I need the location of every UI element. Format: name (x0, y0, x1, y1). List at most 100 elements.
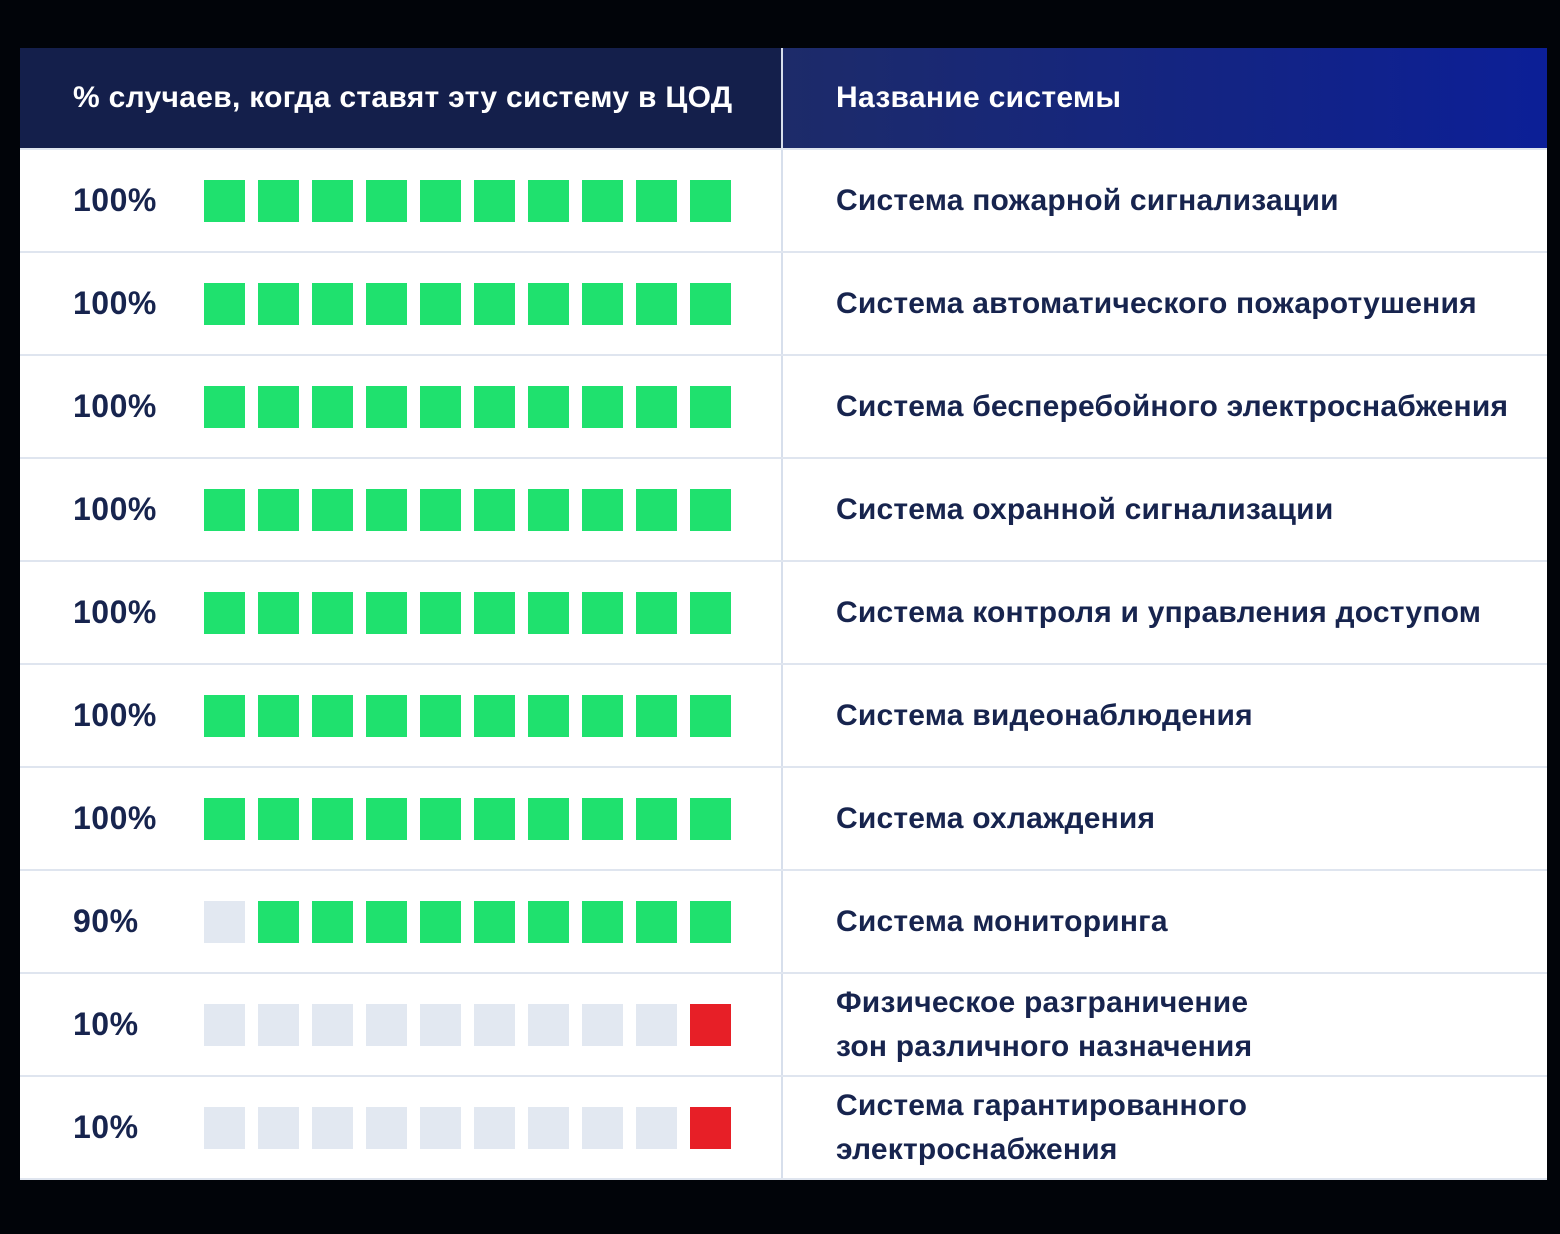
pictogram-square-green (690, 488, 731, 531)
row-percent-cell: 100% (20, 356, 783, 457)
pictogram-square-empty (528, 1003, 569, 1046)
pictogram-square-green (582, 385, 623, 428)
pictogram-square-green (636, 282, 677, 325)
pictogram-square-empty (312, 1106, 353, 1149)
pictogram-square-empty (258, 1003, 299, 1046)
percent-value: 100% (73, 285, 157, 321)
pictogram-square-green (204, 694, 245, 737)
pictogram-square-empty (636, 1003, 677, 1046)
pictogram-square-green (582, 694, 623, 737)
pictogram-square-empty (582, 1003, 623, 1046)
pictogram-square-green (690, 282, 731, 325)
pictogram-bar (204, 797, 731, 840)
pictogram-square-green (204, 385, 245, 428)
pictogram-square-green (636, 385, 677, 428)
pictogram-square-green (690, 900, 731, 943)
pictogram-square-green (366, 282, 407, 325)
pictogram-bar (204, 179, 731, 222)
pictogram-square-green (636, 900, 677, 943)
table-row: 100% Система контроля и управления досту… (20, 560, 1547, 663)
pictogram-square-green (258, 900, 299, 943)
table-row: 100% Система автоматического пожаротушен… (20, 251, 1547, 354)
system-name: Система охлаждения (836, 801, 1156, 835)
pictogram-square-green (582, 900, 623, 943)
pictogram-square-empty (420, 1003, 461, 1046)
pictogram-square-empty (582, 1106, 623, 1149)
pictogram-square-green (474, 385, 515, 428)
system-name: Система гарантированного электроснабжени… (836, 1088, 1248, 1166)
pictogram-square-green (258, 694, 299, 737)
pictogram-square-green (528, 282, 569, 325)
pictogram-square-green (258, 797, 299, 840)
row-name-cell: Система охранной сигнализации (783, 459, 1547, 560)
pictogram-square-green (420, 179, 461, 222)
pictogram-square-green (474, 179, 515, 222)
pictogram-square-green (474, 488, 515, 531)
pictogram-bar (204, 282, 731, 325)
pictogram-square-green (366, 488, 407, 531)
pictogram-square-green (204, 179, 245, 222)
percent-value: 10% (73, 1109, 139, 1145)
percent-value: 90% (73, 903, 139, 939)
pictogram-square-green (582, 797, 623, 840)
row-name-cell: Система бесперебойного электроснабжения (783, 356, 1547, 457)
infographic-table: % случаев, когда ставят эту систему в ЦО… (20, 48, 1547, 1180)
pictogram-square-green (582, 179, 623, 222)
pictogram-square-green (636, 694, 677, 737)
pictogram-square-green (312, 591, 353, 634)
row-percent-cell: 10% (20, 1077, 783, 1178)
pictogram-square-green (204, 797, 245, 840)
pictogram-square-green (420, 385, 461, 428)
pictogram-square-empty (474, 1106, 515, 1149)
pictogram-square-empty (312, 1003, 353, 1046)
pictogram-square-green (690, 797, 731, 840)
pictogram-square-green (312, 282, 353, 325)
pictogram-square-empty (636, 1106, 677, 1149)
pictogram-square-green (258, 385, 299, 428)
percent-value: 100% (73, 594, 157, 630)
table-row: 10% Система гарантированного электроснаб… (20, 1075, 1547, 1178)
system-name: Система бесперебойного электроснабжения (836, 389, 1509, 423)
table-row: 100% Система охранной сигнализации (20, 457, 1547, 560)
row-name-cell: Система гарантированного электроснабжени… (783, 1077, 1547, 1178)
row-name-cell: Система пожарной сигнализации (783, 150, 1547, 251)
pictogram-square-green (258, 179, 299, 222)
pictogram-square-green (528, 694, 569, 737)
row-percent-cell: 10% (20, 974, 783, 1075)
row-name-cell: Физическое разграничение зон различного … (783, 974, 1547, 1075)
table-body: 100% Система пожарной сигнализации 100% … (20, 148, 1547, 1180)
pictogram-square-green (420, 694, 461, 737)
pictogram-square-green (474, 900, 515, 943)
pictogram-square-green (690, 385, 731, 428)
pictogram-square-empty (474, 1003, 515, 1046)
row-name-cell: Система мониторинга (783, 871, 1547, 972)
pictogram-square-empty (366, 1106, 407, 1149)
pictogram-square-green (366, 179, 407, 222)
percent-value: 100% (73, 697, 157, 733)
pictogram-square-green (528, 385, 569, 428)
pictogram-square-green (420, 900, 461, 943)
row-percent-cell: 100% (20, 562, 783, 663)
pictogram-square-empty (366, 1003, 407, 1046)
pictogram-square-green (528, 591, 569, 634)
pictogram-square-empty (420, 1106, 461, 1149)
pictogram-square-green (312, 488, 353, 531)
system-name: Система видеонаблюдения (836, 698, 1253, 732)
pictogram-bar (204, 1003, 731, 1046)
row-name-cell: Система охлаждения (783, 768, 1547, 869)
table-row: 100% Система пожарной сигнализации (20, 148, 1547, 251)
row-name-cell: Система видеонаблюдения (783, 665, 1547, 766)
pictogram-square-green (636, 591, 677, 634)
row-name-cell: Система автоматического пожаротушения (783, 253, 1547, 354)
percent-value: 100% (73, 182, 157, 218)
pictogram-square-green (528, 797, 569, 840)
pictogram-square-green (366, 385, 407, 428)
pictogram-square-green (204, 282, 245, 325)
percent-value: 100% (73, 491, 157, 527)
row-percent-cell: 100% (20, 459, 783, 560)
pictogram-square-green (528, 900, 569, 943)
pictogram-square-green (366, 900, 407, 943)
pictogram-square-green (258, 488, 299, 531)
pictogram-square-green (474, 694, 515, 737)
percent-value: 100% (73, 800, 157, 836)
